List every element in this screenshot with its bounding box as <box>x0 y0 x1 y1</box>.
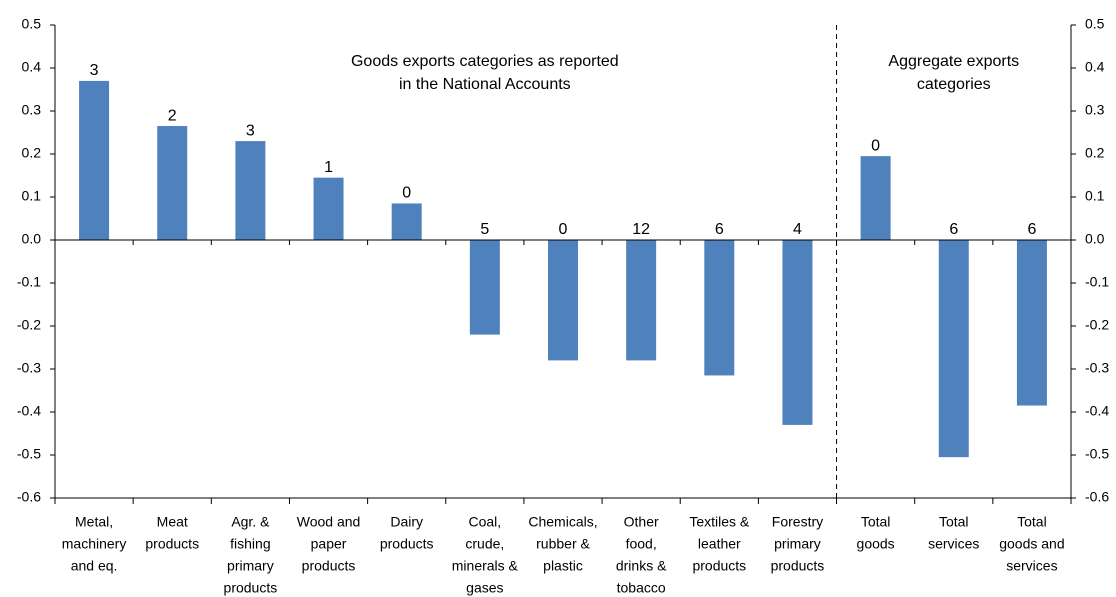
x-tick-label: drinks & <box>616 558 667 574</box>
x-tick-label: Metal, <box>75 514 113 530</box>
y2-tick-label: 0.1 <box>1085 188 1105 204</box>
y2-tick-label: -0.6 <box>1085 489 1109 505</box>
x-tick-label: and eq. <box>71 558 118 574</box>
y2-tick-label: 0.5 <box>1085 16 1105 32</box>
bar-label: 0 <box>559 221 568 238</box>
x-tick-label: machinery <box>62 536 127 552</box>
y-tick-label: -0.4 <box>17 403 41 419</box>
bar <box>782 240 813 425</box>
bar <box>704 240 735 376</box>
y2-tick-label: -0.5 <box>1085 446 1109 462</box>
y-tick-label: 0.3 <box>22 102 42 118</box>
bar <box>157 126 188 240</box>
bar <box>548 240 578 361</box>
annotation: Goods exports categories as reported <box>351 53 619 70</box>
y-tick-label: -0.1 <box>17 274 41 290</box>
y2-tick-label: -0.2 <box>1085 317 1109 333</box>
bar <box>938 240 969 458</box>
x-tick-label: goods and <box>999 536 1064 552</box>
x-tick-label: Agr. & <box>231 514 270 530</box>
x-tick-label: primary <box>774 536 821 552</box>
x-tick-label: gases <box>466 580 503 596</box>
y2-tick-label: 0.3 <box>1085 102 1105 118</box>
y2-tick-label: -0.1 <box>1085 274 1109 290</box>
x-tick-label: Chemicals, <box>528 514 597 530</box>
x-tick-label: Forestry <box>772 514 823 530</box>
x-tick-label: Total <box>861 514 891 530</box>
x-tick-label: primary <box>227 558 274 574</box>
x-tick-label: Total <box>939 514 969 530</box>
x-tick-label: products <box>380 536 434 552</box>
y-tick-label: -0.2 <box>17 317 41 333</box>
x-tick-label: Wood and <box>297 514 361 530</box>
bar <box>469 240 500 335</box>
x-tick-label: Other <box>624 514 659 530</box>
bar-label: 3 <box>246 122 255 139</box>
bar <box>626 240 657 361</box>
bar <box>235 141 266 240</box>
x-tick-label: rubber & <box>536 536 590 552</box>
annotation: in the National Accounts <box>399 76 571 93</box>
bar <box>79 80 110 241</box>
bar-label: 12 <box>632 221 650 238</box>
bar <box>391 203 422 240</box>
y-tick-label: 0.2 <box>22 145 42 161</box>
x-tick-label: leather <box>698 536 741 552</box>
x-tick-label: plastic <box>543 558 583 574</box>
bar <box>860 156 891 240</box>
bar-label: 0 <box>871 137 880 154</box>
x-tick-label: products <box>692 558 746 574</box>
x-tick-label: tobacco <box>617 580 666 596</box>
x-tick-label: services <box>928 536 979 552</box>
x-tick-label: Meat <box>157 514 188 530</box>
x-tick-label: food, <box>626 536 657 552</box>
annotation: categories <box>917 76 991 93</box>
bar-label: 6 <box>949 221 958 238</box>
y-tick-label: 0.4 <box>22 59 42 75</box>
y-tick-label: 0.0 <box>22 231 42 247</box>
y-tick-label: -0.6 <box>17 489 41 505</box>
bar-label: 3 <box>90 62 99 79</box>
x-tick-label: products <box>145 536 199 552</box>
bar <box>1016 240 1047 406</box>
bar <box>313 177 344 240</box>
x-tick-label: Textiles & <box>689 514 750 530</box>
x-tick-label: fishing <box>230 536 270 552</box>
bar-label: 6 <box>1027 221 1036 238</box>
bar-label: 1 <box>324 159 333 176</box>
y2-tick-label: 0.0 <box>1085 231 1105 247</box>
x-tick-label: products <box>224 580 278 596</box>
annotation: Aggregate exports <box>888 53 1019 70</box>
y2-tick-label: 0.4 <box>1085 59 1105 75</box>
bar-label: 2 <box>168 107 177 124</box>
x-tick-label: services <box>1006 558 1057 574</box>
bar-label: 0 <box>402 185 411 202</box>
x-tick-label: paper <box>311 536 347 552</box>
y-tick-label: 0.5 <box>22 16 42 32</box>
x-tick-label: products <box>302 558 356 574</box>
x-tick-label: Coal, <box>469 514 502 530</box>
x-tick-label: products <box>771 558 825 574</box>
y2-tick-label: -0.4 <box>1085 403 1109 419</box>
bar-label: 6 <box>715 221 724 238</box>
y-tick-label: -0.3 <box>17 360 41 376</box>
x-tick-label: Total <box>1017 514 1047 530</box>
y2-tick-label: 0.2 <box>1085 145 1105 161</box>
x-tick-label: goods <box>857 536 895 552</box>
y-tick-label: 0.1 <box>22 188 42 204</box>
x-tick-label: Dairy <box>390 514 423 530</box>
x-tick-label: crude, <box>465 536 504 552</box>
x-tick-label: minerals & <box>452 558 519 574</box>
y2-tick-label: -0.3 <box>1085 360 1109 376</box>
bar-label: 4 <box>793 221 802 238</box>
bar-label: 5 <box>480 221 489 238</box>
y-tick-label: -0.5 <box>17 446 41 462</box>
